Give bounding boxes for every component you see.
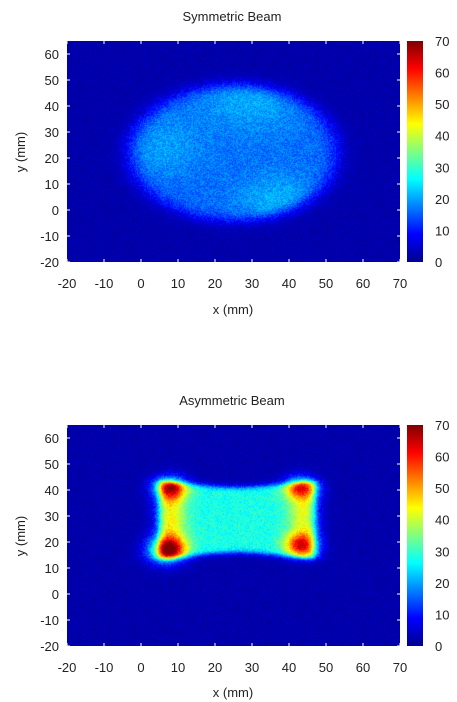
colorbar-tick-label: 70 [435,34,449,49]
colorbar-tick-label: 20 [435,192,449,207]
y-tick-labels: -20 -10 0 10 20 30 40 50 60 [40,47,400,270]
y-tick-label: -10 [40,613,59,628]
y-tick-label: 0 [52,587,59,602]
heatmap-canvas [67,41,400,262]
x-axis-label: x (mm) [213,685,253,700]
colorbar [407,41,423,262]
y-tick-labels: -20 -10 0 10 20 30 40 50 60 [40,431,400,654]
chart-title: Symmetric Beam [183,9,282,24]
x-tick-label: -20 [58,276,77,291]
x-tick-label: 20 [208,276,222,291]
colorbar-tick-label: 40 [435,129,449,144]
y-tick-label: 40 [45,483,59,498]
chart-title: Asymmetric Beam [179,393,284,408]
asymmetric-beam-panel: Asymmetric Beam -20 -10 0 10 20 30 40 50 60 70 -2… [13,393,449,700]
y-axis-label: y (mm) [13,132,28,172]
colorbar-tick-label: 60 [435,66,449,81]
y-tick-label: 0 [52,203,59,218]
x-tick-label: -10 [95,276,114,291]
x-tick-label: 10 [171,276,185,291]
colorbar-tick-label: 50 [435,481,449,496]
colorbar-tick-label: 60 [435,450,449,465]
x-tick-label: 10 [171,660,185,675]
x-tick-label: 70 [393,276,407,291]
y-tick-label: 50 [45,457,59,472]
colorbar-tick-label: 10 [435,223,449,238]
x-tick-label: 30 [245,276,259,291]
y-tick-label: 20 [45,151,59,166]
y-tick-label: -20 [40,639,59,654]
x-tick-label: 0 [137,276,144,291]
colorbar-tick-label: 30 [435,160,449,175]
colorbar-tick-label: 50 [435,97,449,112]
y-tick-label: 60 [45,47,59,62]
x-tick-label: 30 [245,660,259,675]
heatmap-canvas [67,425,400,646]
x-tick-label: 60 [356,660,370,675]
colorbar-tick-label: 70 [435,418,449,433]
x-tick-label: -20 [58,660,77,675]
y-tick-label: -20 [40,255,59,270]
x-tick-labels: -20 -10 0 10 20 30 40 50 60 70 [58,41,407,291]
colorbar-tick-label: 10 [435,607,449,622]
x-tick-label: 20 [208,660,222,675]
x-tick-label: 40 [282,276,296,291]
colorbar-tick-labels: 0 10 20 30 40 50 60 70 [435,34,449,270]
x-tick-label: 70 [393,660,407,675]
x-tick-label: 50 [319,276,333,291]
y-tick-label: -10 [40,229,59,244]
x-tick-label: 0 [137,660,144,675]
colorbar-tick-label: 0 [435,255,442,270]
x-tick-label: 60 [356,276,370,291]
y-tick-label: 30 [45,509,59,524]
y-tick-label: 10 [45,561,59,576]
x-tick-label: 50 [319,660,333,675]
y-tick-label: 60 [45,431,59,446]
y-tick-label: 20 [45,535,59,550]
y-tick-label: 30 [45,125,59,140]
colorbar [407,425,423,646]
x-axis-label: x (mm) [213,302,253,317]
y-axis-label: y (mm) [13,516,28,556]
symmetric-beam-panel: Symmetric Beam -20 -10 0 10 20 30 40 50 60 70 -20… [13,9,449,317]
y-tick-label: 50 [45,73,59,88]
y-tick-label: 40 [45,99,59,114]
colorbar-tick-label: 30 [435,544,449,559]
y-tick-label: 10 [45,177,59,192]
x-tick-label: -10 [95,660,114,675]
x-tick-labels: -20 -10 0 10 20 30 40 50 60 70 [58,425,407,675]
colorbar-tick-label: 0 [435,639,442,654]
x-tick-label: 40 [282,660,296,675]
colorbar-tick-label: 40 [435,513,449,528]
colorbar-tick-label: 20 [435,576,449,591]
colorbar-tick-labels: 0 10 20 30 40 50 60 70 [435,418,449,654]
